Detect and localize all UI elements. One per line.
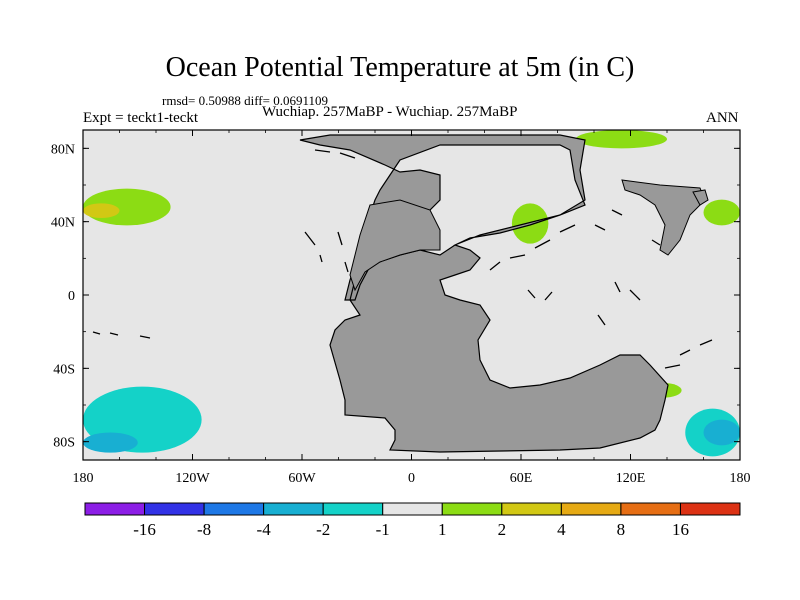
colorbar-label: 8	[617, 520, 626, 539]
colorbar-box	[382, 502, 443, 516]
colorbar-label: -8	[197, 520, 211, 539]
colorbar-label: -4	[257, 520, 272, 539]
y-tick-label: 80S	[53, 436, 75, 451]
anomaly-region-10	[703, 419, 740, 446]
colorbar-box	[620, 502, 681, 516]
anomaly-region-5	[703, 199, 740, 226]
colorbar-label: 16	[672, 520, 689, 539]
season-label: ANN	[706, 110, 739, 126]
experiment-label: Expt = teckt1-teckt	[83, 110, 199, 126]
x-tick-label: 60E	[510, 471, 533, 486]
colorbar-box	[501, 502, 562, 516]
anomaly-region-8	[83, 432, 138, 453]
colorbar-box	[441, 502, 503, 516]
colorbar-label: 4	[557, 520, 566, 539]
colorbar-label: 2	[498, 520, 507, 539]
y-tick-label: 0	[68, 289, 75, 304]
x-tick-label: 0	[408, 471, 415, 486]
land-small-island	[692, 189, 709, 206]
anomaly-layer	[83, 130, 740, 457]
colorbar-box	[263, 502, 324, 516]
coastline-fragments	[92, 149, 713, 369]
colorbar-box	[679, 502, 741, 516]
axis-ticks: 180 120W 60W 0 60E 120E 180 80N 40N 0 40S 80S	[51, 130, 751, 486]
x-tick-label: 60W	[288, 471, 316, 486]
y-tick-label: 80N	[51, 142, 75, 157]
center-label: Wuchiap. 257MaBP - Wuchiap. 257MaBP	[262, 104, 518, 120]
colorbar-box	[560, 502, 622, 516]
stats-text: rmsd= 0.50988 diff= 0.0691109	[162, 93, 328, 108]
x-tick-label: 120W	[175, 471, 210, 486]
colorbar-label: -2	[316, 520, 330, 539]
colorbar: -16 -8 -4 -2 -1 1 2 4 8 16	[84, 502, 741, 539]
x-tick-label: 180	[73, 471, 94, 486]
land-western-lobe	[349, 199, 441, 292]
land-east-block	[621, 179, 706, 256]
x-tick-label: 120E	[616, 471, 646, 486]
colorbar-label: 1	[438, 520, 447, 539]
colorbar-box	[144, 502, 205, 516]
land-layer	[92, 134, 713, 453]
colorbar-box	[203, 502, 265, 516]
anomaly-region-2	[83, 203, 120, 219]
anomaly-region-3	[575, 130, 667, 149]
y-tick-label: 40S	[53, 362, 75, 377]
colorbar-label: -1	[376, 520, 390, 539]
colorbar-box	[84, 502, 146, 516]
colorbar-box	[322, 502, 384, 516]
chart-title: Ocean Potential Temperature at 5m (in C)	[165, 52, 635, 83]
y-tick-label: 40N	[51, 216, 75, 231]
x-tick-label: 180	[730, 471, 751, 486]
colorbar-label: -16	[133, 520, 156, 539]
